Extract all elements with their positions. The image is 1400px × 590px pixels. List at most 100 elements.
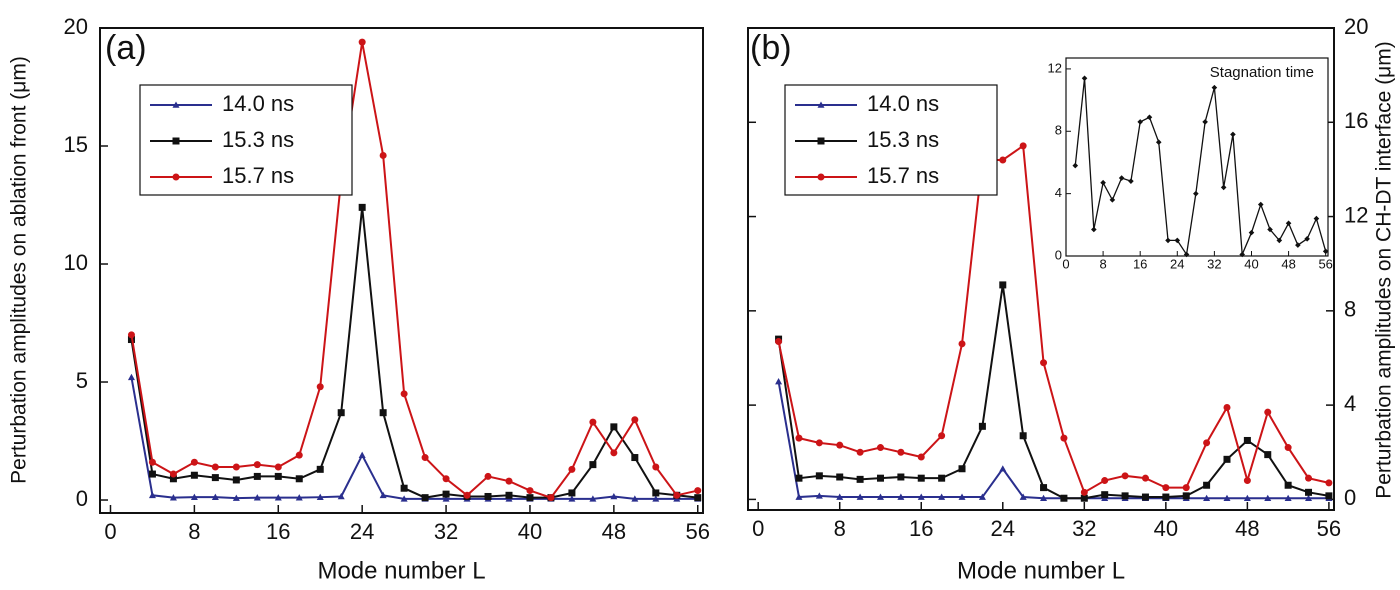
marker [337, 492, 345, 500]
marker [442, 495, 450, 502]
marker [1243, 494, 1251, 502]
marker [589, 461, 597, 469]
marker [1264, 408, 1272, 416]
marker [958, 465, 966, 473]
y-tick-label: 0 [1344, 485, 1356, 510]
marker [1060, 434, 1068, 442]
marker [568, 489, 576, 497]
marker [1174, 237, 1181, 244]
marker [856, 493, 864, 500]
y-axis-label: Perturbation amplitudes on ablation fron… [8, 56, 31, 484]
marker [1223, 403, 1231, 411]
marker [815, 492, 823, 499]
y-tick-label: 4 [1055, 185, 1062, 200]
marker [379, 151, 387, 159]
series [127, 38, 702, 502]
marker [897, 448, 905, 456]
marker [1322, 248, 1329, 255]
marker [1165, 237, 1171, 244]
marker [316, 465, 324, 473]
marker [795, 493, 803, 500]
y-tick-label: 12 [1344, 202, 1368, 227]
inset-title: Stagnation time [1210, 64, 1314, 81]
x-tick-label: 24 [350, 519, 374, 544]
marker [148, 458, 156, 466]
marker [232, 476, 240, 484]
marker [1019, 493, 1027, 500]
marker [1121, 492, 1129, 500]
marker [1081, 75, 1088, 82]
marker [526, 494, 534, 502]
marker [421, 454, 429, 462]
marker [1091, 226, 1097, 233]
marker [568, 495, 576, 502]
x-tick-label: 32 [434, 519, 458, 544]
x-tick-label: 8 [1099, 256, 1106, 271]
marker [1295, 242, 1301, 248]
marker [337, 409, 345, 417]
x-tick-label: 24 [1170, 256, 1184, 271]
marker [1128, 178, 1134, 184]
marker [169, 494, 177, 501]
marker [938, 474, 946, 482]
marker [400, 390, 408, 398]
marker [1080, 488, 1088, 496]
marker [190, 471, 198, 479]
marker [958, 493, 966, 500]
marker [232, 463, 240, 471]
marker [1040, 494, 1048, 502]
marker [1220, 184, 1227, 191]
y-tick-label: 16 [1344, 108, 1368, 133]
series-line [777, 144, 1330, 494]
marker [631, 416, 639, 424]
marker [442, 490, 450, 498]
marker [775, 337, 783, 345]
marker [694, 487, 702, 495]
marker [172, 101, 180, 108]
x-tick-label: 16 [266, 519, 290, 544]
marker [1040, 484, 1048, 492]
marker [917, 453, 925, 461]
marker [274, 494, 282, 501]
marker [673, 491, 681, 499]
marker [1223, 494, 1231, 502]
marker [253, 472, 261, 480]
x-tick-label: 48 [1281, 256, 1295, 271]
y-axis-label: Perturbation amplitudes on CH-DT interfa… [1373, 41, 1396, 499]
marker [1203, 481, 1211, 489]
marker [1305, 494, 1313, 502]
marker [1276, 237, 1283, 244]
marker [463, 491, 471, 499]
marker [856, 448, 864, 456]
marker [505, 477, 513, 485]
marker [1101, 477, 1109, 485]
marker [1325, 492, 1333, 500]
marker [484, 472, 492, 480]
marker [316, 493, 324, 500]
marker [568, 465, 576, 473]
marker [211, 493, 219, 500]
marker [1239, 251, 1246, 258]
plot-frame [99, 27, 704, 514]
marker [876, 474, 884, 482]
marker [917, 493, 925, 500]
y-tick-label: 4 [1344, 391, 1356, 416]
marker [610, 449, 618, 457]
marker [1243, 477, 1251, 485]
marker [379, 491, 387, 499]
marker [211, 474, 219, 482]
marker [1141, 493, 1149, 501]
marker [1146, 114, 1153, 121]
marker [1284, 481, 1292, 489]
marker [795, 434, 803, 442]
panel-label: (b) [750, 29, 792, 67]
marker [358, 451, 366, 458]
marker [958, 340, 966, 348]
marker [817, 137, 825, 145]
series [775, 281, 1333, 502]
x-tick-label: 32 [1072, 516, 1096, 541]
marker [836, 473, 844, 481]
series-line [130, 207, 698, 499]
marker [1141, 474, 1149, 482]
